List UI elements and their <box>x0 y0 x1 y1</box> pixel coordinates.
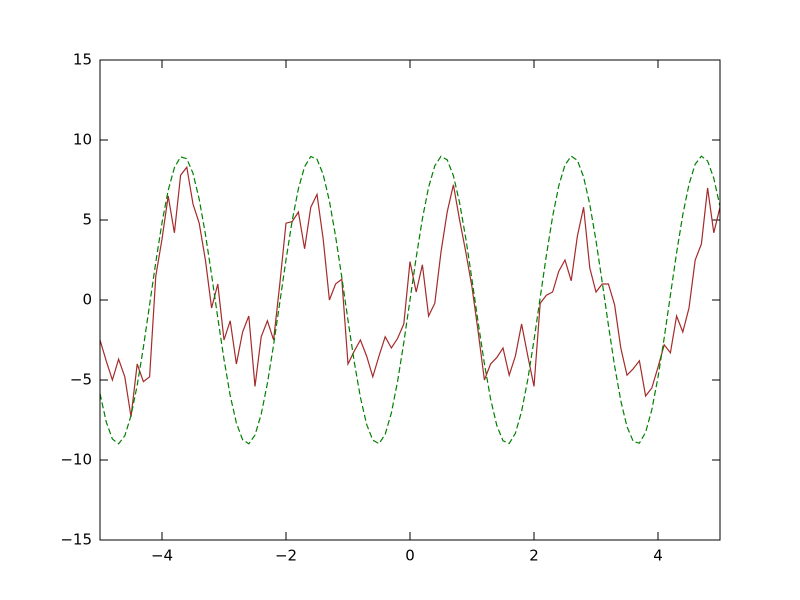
y-tick-label: −5 <box>70 371 92 389</box>
x-tick-label: −2 <box>275 547 297 565</box>
y-tick-label: 15 <box>73 51 92 69</box>
y-tick-label: −10 <box>60 451 92 469</box>
plot-frame <box>99 59 721 541</box>
x-tick-label: 0 <box>405 547 415 565</box>
y-tick-label: 10 <box>73 131 92 149</box>
y-tick-label: −15 <box>60 531 92 549</box>
y-tick-label: 5 <box>82 211 92 229</box>
line-series <box>99 155 721 445</box>
x-tick-label: 4 <box>653 547 663 565</box>
x-tick-label: −4 <box>151 547 173 565</box>
line-series <box>99 165 721 417</box>
y-tick-label: 0 <box>82 291 92 309</box>
x-tick-label: 2 <box>529 547 539 565</box>
